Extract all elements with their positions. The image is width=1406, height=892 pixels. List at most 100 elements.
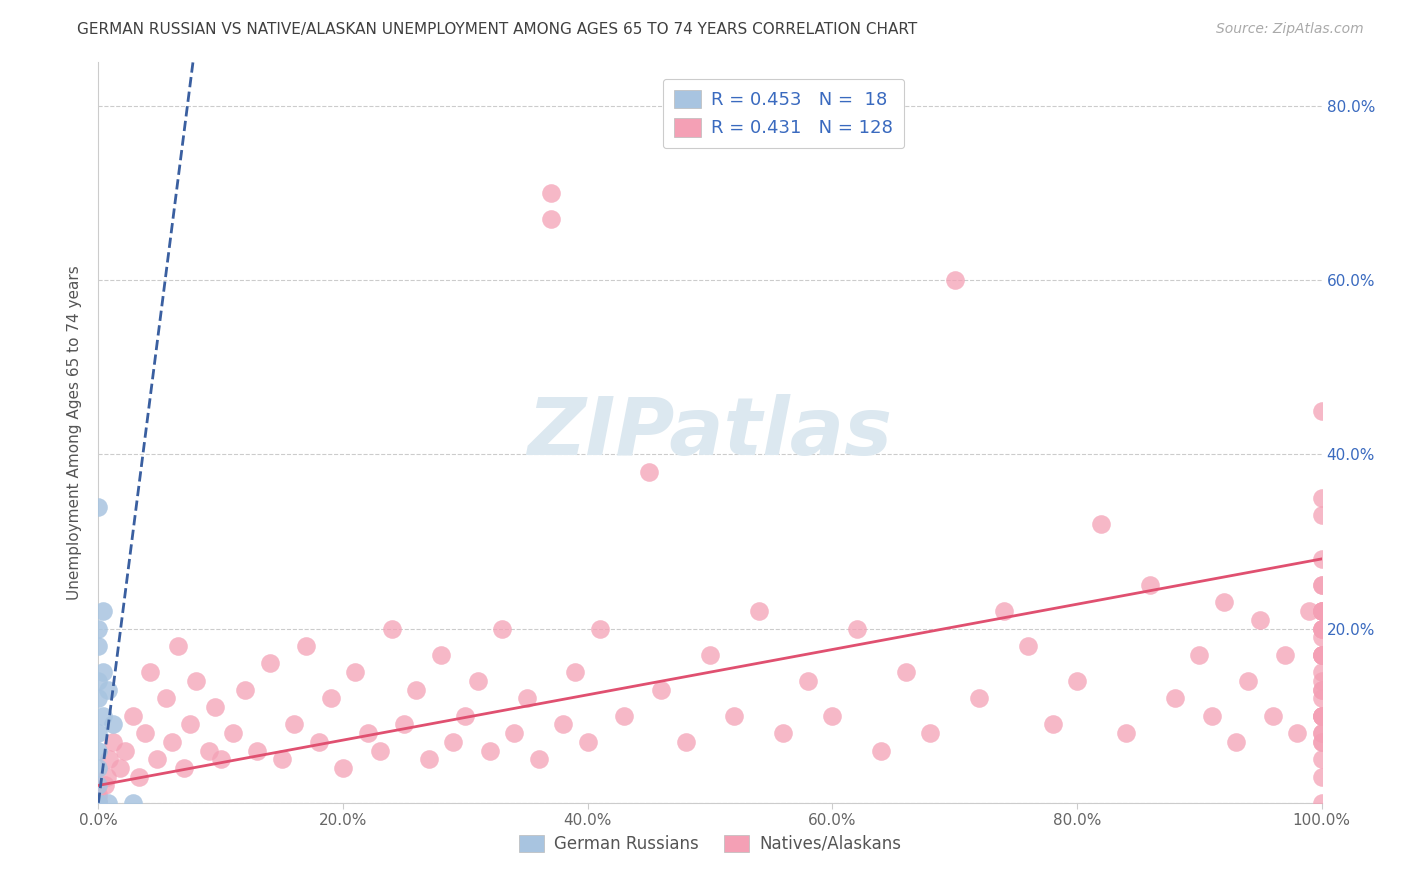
Point	[589, 622, 612, 636]
Point	[1310, 404, 1333, 418]
Point	[1237, 673, 1260, 688]
Point	[87, 796, 110, 810]
Point	[209, 752, 232, 766]
Point	[1310, 726, 1333, 740]
Point	[179, 717, 201, 731]
Point	[1310, 770, 1333, 784]
Point	[344, 665, 367, 680]
Point	[87, 796, 110, 810]
Point	[637, 465, 661, 479]
Point	[1310, 691, 1333, 706]
Point	[1164, 691, 1187, 706]
Point	[1310, 708, 1333, 723]
Point	[1188, 648, 1211, 662]
Point	[1310, 648, 1333, 662]
Point	[1310, 648, 1333, 662]
Point	[1310, 604, 1333, 618]
Point	[699, 648, 721, 662]
Point	[1286, 726, 1309, 740]
Point	[1225, 735, 1247, 749]
Point	[454, 708, 477, 723]
Point	[748, 604, 770, 618]
Point	[173, 761, 195, 775]
Point	[101, 717, 124, 731]
Point	[139, 665, 162, 680]
Legend: German Russians, Natives/Alaskans: German Russians, Natives/Alaskans	[510, 826, 910, 861]
Point	[527, 752, 550, 766]
Point	[368, 743, 391, 757]
Point	[1310, 796, 1333, 810]
Point	[91, 665, 114, 680]
Point	[114, 743, 136, 757]
Point	[283, 717, 305, 731]
Point	[222, 726, 245, 740]
Point	[87, 500, 110, 514]
Point	[392, 717, 416, 731]
Point	[1310, 578, 1333, 592]
Point	[87, 796, 110, 810]
Point	[1249, 613, 1271, 627]
Point	[1310, 622, 1333, 636]
Point	[675, 735, 697, 749]
Point	[1017, 639, 1039, 653]
Point	[723, 708, 745, 723]
Point	[430, 648, 453, 662]
Point	[943, 273, 966, 287]
Point	[613, 708, 636, 723]
Point	[1310, 604, 1333, 618]
Point	[308, 735, 330, 749]
Text: ZIPatlas: ZIPatlas	[527, 393, 893, 472]
Point	[1310, 648, 1333, 662]
Point	[1274, 648, 1296, 662]
Y-axis label: Unemployment Among Ages 65 to 74 years: Unemployment Among Ages 65 to 74 years	[67, 265, 83, 600]
Point	[186, 673, 208, 688]
Point	[319, 691, 342, 706]
Point	[356, 726, 378, 740]
Point	[1090, 517, 1112, 532]
Point	[381, 622, 404, 636]
Point	[87, 787, 110, 801]
Point	[845, 622, 868, 636]
Point	[97, 796, 120, 810]
Point	[1310, 752, 1333, 766]
Point	[1310, 622, 1333, 636]
Point	[98, 752, 121, 766]
Point	[797, 673, 820, 688]
Point	[121, 796, 143, 810]
Point	[110, 761, 132, 775]
Point	[259, 657, 281, 671]
Text: GERMAN RUSSIAN VS NATIVE/ALASKAN UNEMPLOYMENT AMONG AGES 65 TO 74 YEARS CORRELAT: GERMAN RUSSIAN VS NATIVE/ALASKAN UNEMPLO…	[77, 22, 918, 37]
Point	[1212, 595, 1234, 609]
Point	[121, 708, 143, 723]
Point	[1139, 578, 1161, 592]
Point	[503, 726, 526, 740]
Point	[650, 682, 672, 697]
Point	[91, 604, 114, 618]
Point	[1310, 622, 1333, 636]
Point	[233, 682, 256, 697]
Point	[1310, 552, 1333, 566]
Point	[128, 770, 150, 784]
Point	[993, 604, 1015, 618]
Point	[1310, 604, 1333, 618]
Point	[540, 212, 562, 227]
Point	[1261, 708, 1284, 723]
Point	[772, 726, 794, 740]
Point	[967, 691, 990, 706]
Point	[87, 691, 110, 706]
Point	[204, 700, 226, 714]
Point	[418, 752, 440, 766]
Point	[1066, 673, 1088, 688]
Point	[441, 735, 464, 749]
Point	[1310, 630, 1333, 644]
Point	[1310, 673, 1333, 688]
Text: Source: ZipAtlas.com: Source: ZipAtlas.com	[1216, 22, 1364, 37]
Point	[1042, 717, 1064, 731]
Point	[270, 752, 294, 766]
Point	[405, 682, 427, 697]
Point	[1310, 682, 1333, 697]
Point	[1310, 648, 1333, 662]
Point	[87, 796, 110, 810]
Point	[1310, 578, 1333, 592]
Point	[1298, 604, 1320, 618]
